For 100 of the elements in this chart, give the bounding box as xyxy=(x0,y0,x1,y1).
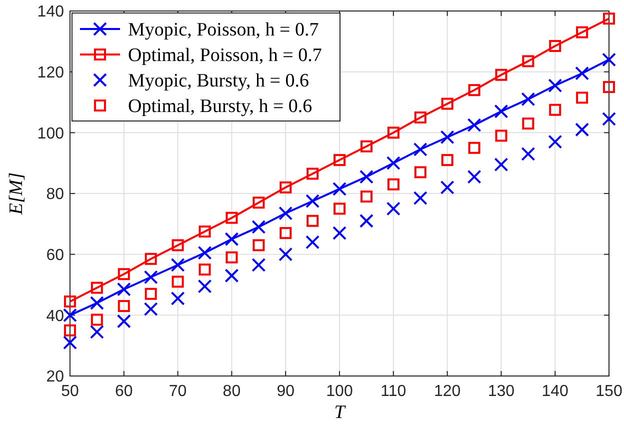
point xyxy=(467,118,482,132)
point xyxy=(414,166,426,178)
legend-label: Optimal, Bursty, h = 0.6 xyxy=(128,96,312,118)
x-tick-label: 150 xyxy=(596,383,622,400)
legend-label: Optimal, Poisson, h = 0.7 xyxy=(128,45,322,66)
legend-label: Myopic, Bursty, h = 0.6 xyxy=(128,70,310,92)
point xyxy=(306,214,319,227)
point xyxy=(90,324,104,339)
point xyxy=(198,279,212,294)
point xyxy=(602,112,616,126)
point xyxy=(278,247,293,262)
point xyxy=(90,296,104,310)
x-tick-label: 90 xyxy=(276,383,295,400)
point xyxy=(360,140,372,152)
point xyxy=(63,308,77,322)
point xyxy=(522,118,534,130)
point xyxy=(575,122,590,137)
point xyxy=(576,26,588,38)
point xyxy=(252,196,265,209)
point xyxy=(252,239,265,252)
point xyxy=(387,178,400,190)
point xyxy=(387,126,400,139)
point xyxy=(198,264,211,276)
x-tick-label: 120 xyxy=(434,383,461,400)
point xyxy=(280,181,292,194)
point xyxy=(144,288,157,300)
x-tick-label: 140 xyxy=(542,383,569,400)
point xyxy=(413,142,428,156)
point xyxy=(494,158,508,172)
y-axis-title: E[M] xyxy=(6,172,27,216)
point xyxy=(495,68,508,81)
x-axis-title: T xyxy=(334,402,346,423)
point xyxy=(90,282,103,294)
y-tick-label: 100 xyxy=(37,125,64,142)
point xyxy=(64,295,76,308)
point xyxy=(521,92,536,106)
point xyxy=(386,156,400,170)
point xyxy=(224,232,239,246)
x-tick-label: 60 xyxy=(115,383,133,400)
y-tick-label: 60 xyxy=(46,246,64,264)
point xyxy=(198,246,212,260)
point xyxy=(467,170,482,184)
point xyxy=(521,146,536,161)
point xyxy=(172,239,184,252)
point xyxy=(440,180,454,194)
point xyxy=(549,104,562,116)
point xyxy=(90,314,103,326)
x-tick-label: 100 xyxy=(326,383,353,400)
y-tick-label: 80 xyxy=(46,186,64,204)
point xyxy=(116,314,131,328)
legend-label: Myopic, Poisson, h = 0.7 xyxy=(128,20,319,41)
point xyxy=(144,252,157,265)
x-tick-label: 130 xyxy=(488,383,515,400)
x-tick-label: 110 xyxy=(380,383,406,400)
point xyxy=(334,202,346,215)
point xyxy=(226,212,238,224)
point xyxy=(441,98,454,110)
point xyxy=(494,104,508,118)
point xyxy=(224,268,239,283)
y-tick-label: 120 xyxy=(37,64,64,82)
y-tick-label: 20 xyxy=(46,368,64,386)
point xyxy=(468,84,480,96)
y-tick-label: 40 xyxy=(46,308,64,325)
point xyxy=(441,154,454,166)
point xyxy=(226,251,238,264)
point xyxy=(575,66,590,80)
point xyxy=(118,300,130,312)
point xyxy=(576,92,588,104)
point xyxy=(280,227,292,240)
point xyxy=(386,202,400,216)
point xyxy=(252,220,266,234)
point xyxy=(359,170,374,184)
point xyxy=(549,40,562,52)
y-tick-label: 140 xyxy=(37,4,64,21)
x-tick-label: 50 xyxy=(61,383,79,400)
point xyxy=(63,336,77,350)
point xyxy=(440,130,454,144)
point xyxy=(334,154,346,166)
x-tick-label: 70 xyxy=(168,383,187,400)
point xyxy=(144,270,158,284)
point xyxy=(495,130,508,142)
point xyxy=(413,191,428,206)
point xyxy=(278,206,293,220)
point xyxy=(332,226,346,240)
point xyxy=(172,276,184,288)
point xyxy=(144,302,158,316)
point xyxy=(118,268,130,280)
point xyxy=(468,142,480,154)
point xyxy=(548,134,562,149)
x-tick-label: 80 xyxy=(222,383,241,400)
point xyxy=(198,226,211,238)
point xyxy=(359,214,374,228)
point xyxy=(306,235,320,250)
point xyxy=(360,190,372,203)
point xyxy=(603,12,615,25)
point xyxy=(64,324,76,336)
point xyxy=(306,168,319,180)
point xyxy=(116,282,131,296)
point xyxy=(522,55,534,68)
point xyxy=(252,258,266,272)
